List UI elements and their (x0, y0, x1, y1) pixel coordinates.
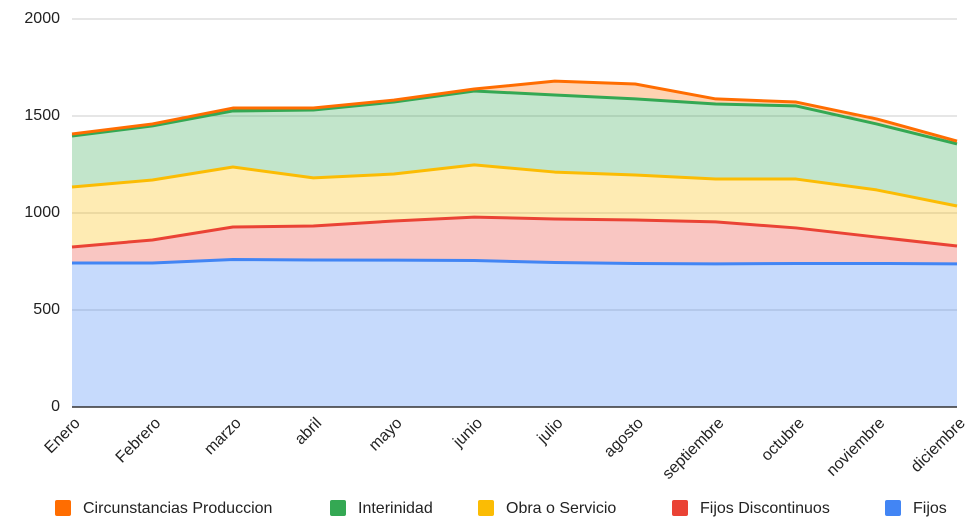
area-line (71, 215, 958, 249)
area-line (71, 89, 958, 146)
area-line (71, 79, 958, 143)
x-tick-label: mayo (366, 415, 406, 455)
area (72, 90, 957, 207)
x-tick-label: septiembre (659, 415, 727, 483)
x-tick-label: marzo (201, 415, 245, 459)
x-tick-label: Febrero (113, 415, 165, 467)
legend-item: Obra o Servicio (478, 500, 616, 517)
legend-item: Circunstancias Produccion (55, 500, 272, 517)
x-tick-label: Enero (42, 415, 84, 457)
y-tick-label: 0 (51, 398, 60, 415)
legend-label: Circunstancias Produccion (83, 500, 272, 517)
area (72, 217, 957, 264)
legend-swatch (478, 500, 494, 516)
legend-swatch (330, 500, 346, 516)
legend-swatch (885, 500, 901, 516)
x-tick-label: abril (292, 415, 325, 448)
x-tick-label: junio (449, 415, 486, 452)
legend-swatch (55, 500, 71, 516)
area-line (72, 258, 958, 266)
area (72, 259, 957, 407)
area-line (71, 163, 958, 208)
legend-label: Fijos Discontinuos (700, 500, 830, 517)
y-tick-label: 500 (33, 301, 60, 318)
y-tick-label: 1000 (24, 204, 60, 221)
legend-label: Interinidad (358, 500, 433, 517)
area (72, 164, 957, 247)
legend-item: Fijos (885, 500, 947, 517)
x-tick-label: octubre (758, 415, 808, 465)
y-tick-label: 1500 (24, 107, 60, 124)
x-tick-label: diciembre (908, 415, 969, 476)
legend-swatch (672, 500, 688, 516)
x-tick-label: julio (534, 415, 567, 448)
x-tick-label: noviembre (824, 415, 889, 480)
legend-label: Obra o Servicio (506, 500, 616, 517)
legend-item: Fijos Discontinuos (672, 500, 830, 517)
legend-item: Interinidad (330, 500, 433, 517)
x-tick-label: agosto (601, 415, 647, 461)
legend-label: Fijos (913, 500, 947, 517)
y-tick-label: 2000 (24, 10, 60, 27)
